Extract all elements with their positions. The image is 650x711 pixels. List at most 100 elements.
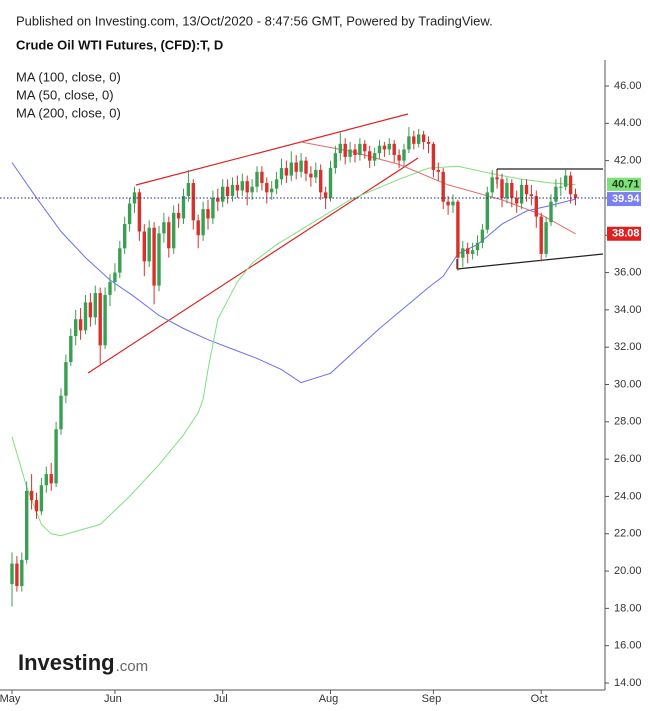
candle-body [456,201,460,258]
candle-body [142,231,146,262]
candle-body [451,201,455,206]
y-tick-label: 16.00 [614,640,642,652]
candle-body [172,212,176,249]
price-label: 38.08 [612,228,640,240]
candle-body [372,153,377,161]
candle-body [260,171,264,184]
candle-body [15,563,19,586]
candle-body [353,149,357,156]
y-tick-label: 22.00 [614,528,642,540]
candle-body [54,429,58,484]
candle-body [240,181,244,191]
candle-body [544,222,548,254]
candle-body [108,281,112,295]
candle-body [564,175,568,187]
candle-body [441,171,445,202]
candle-body [299,160,303,172]
candle-body [294,162,298,172]
candle-body [515,197,519,204]
candle-body [44,474,48,486]
candle-body [284,168,289,176]
candle-body [10,563,14,585]
x-tick-label: Aug [319,693,339,705]
candle-body [534,196,538,217]
candle-body [407,136,411,150]
candle-body [392,143,396,156]
price-label-box [607,226,641,241]
candle-body [25,490,29,560]
candle-body [74,319,78,336]
candle-body [328,168,333,198]
candle-body [152,227,156,286]
candle-body [64,362,68,396]
legend-entry: MA (200, close, 0) [16,105,121,120]
candle-body [176,212,181,219]
candle-body [245,181,249,193]
candle-body [191,183,195,221]
candle-body [123,224,127,249]
candle-body [358,143,362,156]
candle-body [279,168,284,180]
candle-body [289,162,293,176]
candle-body [113,272,117,282]
candle-body [147,227,151,262]
x-tick-label: Sep [422,693,442,705]
candle-body [490,177,494,193]
y-tick-label: 32.00 [614,341,642,353]
candle-body [270,188,274,193]
candle-body [323,192,328,198]
legend-entry: MA (100, close, 0) [16,69,121,84]
candle-body [568,175,573,195]
candle-body [333,153,338,169]
candle-body [88,302,93,318]
price-label: 39.94 [612,193,640,205]
candle-body [500,179,504,198]
candle-body [549,201,553,223]
candle-body [186,183,191,197]
candle-body [225,186,230,197]
candle-body [103,294,107,346]
candle-body [235,184,240,191]
candle-body [446,201,450,206]
candle-body [382,145,387,150]
candle-body [387,143,391,150]
y-tick-label: 20.00 [614,565,642,577]
plot-area [10,127,578,607]
candle-body [470,250,475,254]
candle-body [309,173,313,178]
x-tick-label: Jun [104,693,122,705]
x-tick-label: May [0,693,21,705]
candle-body [78,319,83,331]
candle-body [20,559,24,586]
candle-body [157,233,161,286]
candle-body [485,192,489,230]
candle-body [475,242,480,251]
trendlines [87,113,604,374]
candle-body [304,160,308,174]
candle-body [412,136,416,144]
candle-body [206,209,210,219]
candle-body [162,222,166,234]
candle-body [274,179,279,189]
candle-body [338,143,342,154]
candle-body [529,194,534,197]
candle-body [265,183,269,193]
candle-body [431,143,436,170]
candle-body [83,302,88,331]
ma-line [11,165,576,537]
candle-body [573,194,578,198]
candle-body [363,143,367,152]
trendline [87,157,419,374]
candle-body [211,197,215,219]
candle-body [137,192,142,232]
candle-body [39,485,44,512]
candle-body [421,134,426,142]
logo-suffix: .com [116,658,149,675]
x-tick-label: Jul [214,693,228,705]
candle-body [348,149,352,157]
trendline [135,113,409,186]
candle-body [93,293,97,318]
price-label-box [607,192,641,207]
y-tick-label: 18.00 [614,602,642,614]
